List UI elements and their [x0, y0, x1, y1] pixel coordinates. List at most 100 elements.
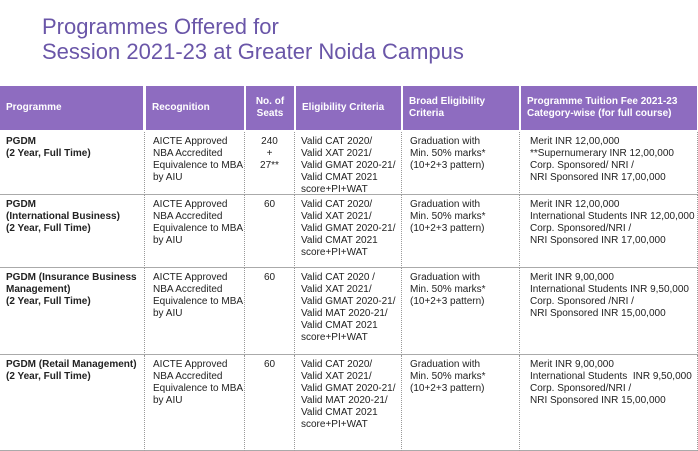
cell-text: 27** [260, 160, 279, 171]
table-cell: PGDM (Insurance Business Management) (2 Ye… [0, 268, 145, 355]
cell-text: Valid MAT 2020-21/ [301, 308, 388, 319]
table-cell: PGDM (Retail Management) (2 Year, Full Ti… [0, 355, 145, 451]
page-title: Programmes Offered for Session 2021-23 at… [42, 14, 464, 64]
cell-text: Merit INR 9,00,000 [530, 272, 614, 283]
header-text: Criteria [409, 108, 445, 119]
table-cell: Graduation with Min. 50% marks* (10+2+3 pa… [402, 355, 520, 451]
cell-text: Valid GMAT 2020-21/ [301, 383, 396, 394]
cell-text: (10+2+3 pattern) [410, 296, 485, 307]
cell-text: by AIU [153, 308, 183, 319]
header-text: Eligibility Criteria [302, 102, 385, 113]
cell-text: (2 Year, Full Time) [6, 296, 91, 307]
cell-text: International Students INR 12,00,000 [530, 211, 695, 222]
cell-text: (2 Year, Full Time) [6, 148, 91, 159]
cell-text: Valid GMAT 2020-21/ [301, 223, 396, 234]
cell-text: 60 [263, 272, 276, 283]
cell-text: NRI Sponsored INR 17,00,000 [530, 235, 666, 246]
cell-text: Valid XAT 2021/ [301, 148, 372, 159]
cell-text: Graduation with [410, 359, 481, 370]
cell-text: NRI Sponsored INR 15,00,000 [530, 308, 666, 319]
table-cell: Graduation with Min. 50% marks* (10+2+3 pa… [402, 268, 520, 355]
table-cell: Graduation with Min. 50% marks* (10+2+3 pa… [402, 195, 520, 268]
cell-text: Equivalence to MBA [153, 223, 244, 234]
table-cell: PGDM (International Business) (2 Year, Ful… [0, 195, 145, 268]
cell-text: score+PI+WAT [301, 247, 368, 258]
table-cell: AICTE Approved NBA Accredited Equivalence … [145, 132, 245, 195]
cell-text: AICTE Approved [153, 359, 228, 370]
table-cell: 60 [245, 355, 295, 451]
cell-text: Merit INR 12,00,000 [530, 136, 620, 147]
cell-text: Min. 50% marks* [410, 371, 486, 382]
table-cell: Valid CAT 2020/Valid XAT 2021/Valid GMAT… [295, 355, 402, 451]
cell-text: Corp. Sponsored /NRI / [530, 296, 634, 307]
header-text: Category-wise (for full course) [527, 108, 672, 119]
table-cell: Valid CAT 2020/Valid XAT 2021/Valid GMAT… [295, 195, 402, 268]
cell-text: Valid CMAT 2021 [301, 172, 378, 183]
cell-text: 60 [263, 199, 276, 210]
title-line: Programmes Offered for [42, 14, 279, 39]
cell-text: Valid CAT 2020/ [301, 199, 373, 210]
table-cell: Graduation with Min. 50% marks* (10+2+3 pa… [402, 132, 520, 195]
header-text: Recognition [152, 102, 210, 113]
cell-text: AICTE Approved [153, 199, 228, 210]
cell-text: NBA Accredited [153, 211, 223, 222]
cell-text: PGDM (Insurance Business [6, 272, 137, 283]
cell-text: (2 Year, Full Time) [6, 371, 91, 382]
cell-text: by AIU [153, 235, 183, 246]
cell-text: Valid MAT 2020-21/ [301, 395, 388, 406]
cell-text: score+PI+WAT [301, 419, 368, 430]
cell-text: Min. 50% marks* [410, 284, 486, 295]
cell-text: Equivalence to MBA [153, 383, 244, 394]
header-cell: Recognition [146, 86, 244, 130]
cell-text: International Students INR 9,50,000 [530, 371, 692, 382]
cell-text: Merit INR 9,00,000 [530, 359, 614, 370]
cell-text: Corp. Sponsored/ NRI / [530, 160, 634, 171]
cell-text: AICTE Approved [153, 136, 228, 147]
cell-text: Graduation with [410, 136, 481, 147]
cell-text: (10+2+3 pattern) [410, 160, 485, 171]
header-cell: Broad Eligibility Criteria [403, 86, 519, 130]
cell-text: by AIU [153, 172, 183, 183]
cell-text: NBA Accredited [153, 284, 223, 295]
header-text: Seats [256, 108, 284, 119]
cell-text: Graduation with [410, 199, 481, 210]
cell-text: Equivalence to MBA [153, 296, 244, 307]
cell-text: Min. 50% marks* [410, 148, 486, 159]
header-cell: Programme [0, 86, 143, 130]
header-text: Programme Tuition Fee 2021-23 [527, 96, 678, 107]
table-cell: Valid CAT 2020/Valid XAT 2021/Valid GMAT… [295, 132, 402, 195]
cell-text: Valid GMAT 2020-21/ [301, 296, 396, 307]
cell-text: Corp. Sponsored/NRI / [530, 383, 632, 394]
cell-text: Valid CMAT 2021 [301, 320, 378, 331]
header-cell: Eligibility Criteria [296, 86, 401, 130]
cell-text: NBA Accredited [153, 371, 223, 382]
table-cell: 240 +27** [245, 132, 295, 195]
table-cell: Merit INR 9,00,000 International Students… [520, 268, 698, 355]
cell-text: Graduation with [410, 272, 481, 283]
table-cell: 60 [245, 195, 295, 268]
table-cell: Merit INR 12,00,000 International Student… [520, 195, 698, 268]
cell-text: (International Business) [6, 211, 120, 222]
cell-text: (2 Year, Full Time) [6, 223, 91, 234]
table-cell: AICTE Approved NBA Accredited Equivalence … [145, 355, 245, 451]
header-cell: Programme Tuition Fee 2021-23 Category-wi… [521, 86, 697, 130]
header-cell: No. of Seats [246, 86, 294, 130]
cell-text: Valid GMAT 2020-21/ [301, 160, 396, 171]
cell-text: NRI Sponsored INR 15,00,000 [530, 395, 666, 406]
cell-text: PGDM [6, 199, 36, 210]
cell-text: Valid CAT 2020/ [301, 136, 373, 147]
table-cell: Merit INR 12,00,000 **Supernumerary INR 1… [520, 132, 698, 195]
header-text: Programme [6, 102, 62, 113]
cell-text: Equivalence to MBA [153, 160, 244, 171]
table-cell: Merit INR 9,00,000 International Students… [520, 355, 698, 451]
cell-text: Management) [6, 284, 71, 295]
table-cell: PGDM (2 Year, Full Time) [0, 132, 145, 195]
cell-text: + [266, 148, 273, 159]
cell-text: score+PI+WAT [301, 184, 368, 195]
cell-text: 60 [263, 359, 276, 370]
title-line: Session 2021-23 at Greater Noida Campus [42, 39, 464, 64]
cell-text: Corp. Sponsored/NRI / [530, 223, 632, 234]
cell-text: (10+2+3 pattern) [410, 223, 485, 234]
cell-text: International Students INR 9,50,000 [530, 284, 689, 295]
